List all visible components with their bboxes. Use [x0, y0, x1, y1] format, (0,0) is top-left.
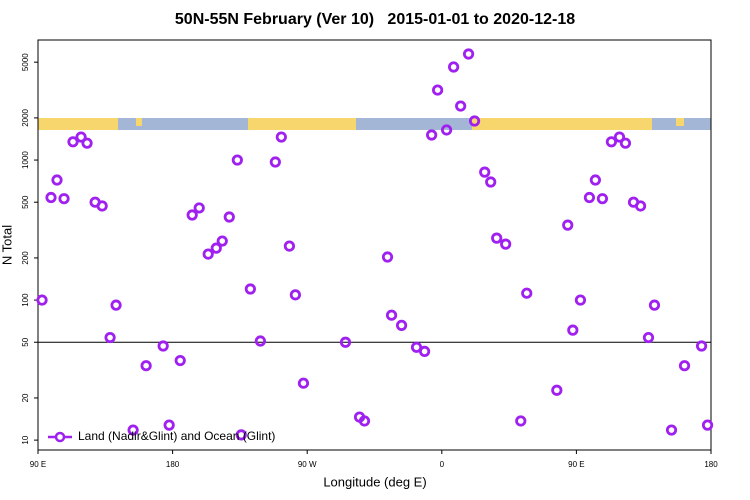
- point: [567, 324, 579, 336]
- point: [75, 131, 87, 143]
- point: [174, 354, 186, 367]
- point: [210, 242, 222, 254]
- point: [455, 100, 467, 112]
- y-axis-label: N Total: [0, 225, 14, 265]
- point: [163, 419, 175, 431]
- point: [574, 294, 587, 306]
- point: [426, 129, 438, 141]
- point: [36, 294, 48, 306]
- point: [289, 289, 301, 301]
- point: [432, 84, 444, 96]
- y-tick-label: 20: [21, 393, 30, 402]
- point: [110, 299, 122, 311]
- x-tick-label: 90 W: [298, 460, 317, 469]
- point: [642, 331, 655, 344]
- plot-frame: [37, 39, 712, 451]
- point: [104, 331, 116, 344]
- point: [448, 61, 460, 73]
- point: [678, 360, 691, 372]
- point: [96, 200, 108, 212]
- point: [619, 137, 632, 149]
- point: [551, 384, 563, 396]
- point: [51, 174, 63, 186]
- point: [665, 424, 678, 436]
- x-tick-label: 180: [166, 460, 180, 469]
- y-tick-label: 100: [21, 293, 30, 307]
- point: [283, 240, 296, 252]
- point: [223, 211, 235, 223]
- point: [67, 136, 79, 148]
- point: [140, 360, 152, 372]
- point: [81, 137, 93, 149]
- point: [410, 341, 423, 353]
- x-tick-label: 0: [440, 460, 445, 469]
- point: [485, 176, 497, 188]
- point: [613, 131, 626, 143]
- y-tick-label: 50: [21, 337, 30, 346]
- point: [269, 156, 281, 168]
- point: [244, 283, 256, 295]
- y-tick-label: 2000: [21, 108, 30, 126]
- point: [231, 154, 243, 166]
- point: [583, 191, 596, 204]
- point: [562, 219, 574, 231]
- point: [462, 48, 475, 60]
- chart-title: 50N-55N February (Ver 10) 2015-01-01 to …: [175, 11, 575, 28]
- point: [254, 335, 266, 347]
- point: [468, 115, 481, 127]
- point: [695, 340, 708, 352]
- point: [186, 209, 198, 221]
- point: [193, 202, 205, 214]
- point: [589, 174, 601, 186]
- point: [395, 319, 408, 331]
- y-tick-label: 10: [21, 435, 30, 444]
- point: [500, 238, 512, 250]
- legend-label: Land (Nadir&Glint) and Ocean (Glint): [78, 429, 275, 443]
- point: [491, 232, 503, 244]
- point: [275, 131, 287, 143]
- point: [127, 424, 139, 436]
- point: [385, 309, 398, 321]
- point: [701, 419, 714, 431]
- legend-marker: [54, 431, 66, 443]
- point: [419, 345, 431, 358]
- point: [521, 287, 533, 299]
- land-ocean-band: [38, 118, 711, 130]
- point: [202, 248, 214, 260]
- point: [45, 191, 57, 204]
- x-axis-label: Longitude (deg E): [323, 474, 426, 489]
- y-tick-label: 200: [21, 251, 30, 265]
- x-tick-label: 90 E: [30, 460, 46, 469]
- point: [216, 235, 228, 247]
- point: [157, 340, 169, 352]
- x-tick-label: 90 E: [568, 460, 584, 469]
- point: [58, 193, 70, 205]
- y-tick-label: 5000: [21, 53, 30, 71]
- y-tick-label: 500: [21, 195, 30, 209]
- point: [596, 193, 609, 205]
- point: [479, 166, 491, 178]
- point: [297, 377, 310, 389]
- point: [440, 124, 453, 136]
- point: [235, 429, 247, 441]
- point: [358, 415, 371, 427]
- point: [515, 415, 527, 427]
- point: [339, 336, 352, 348]
- point: [605, 136, 617, 148]
- point: [634, 200, 647, 212]
- point: [381, 251, 394, 263]
- point: [648, 299, 661, 311]
- x-tick-label: 180: [704, 460, 718, 469]
- y-tick-label: 1000: [21, 151, 30, 169]
